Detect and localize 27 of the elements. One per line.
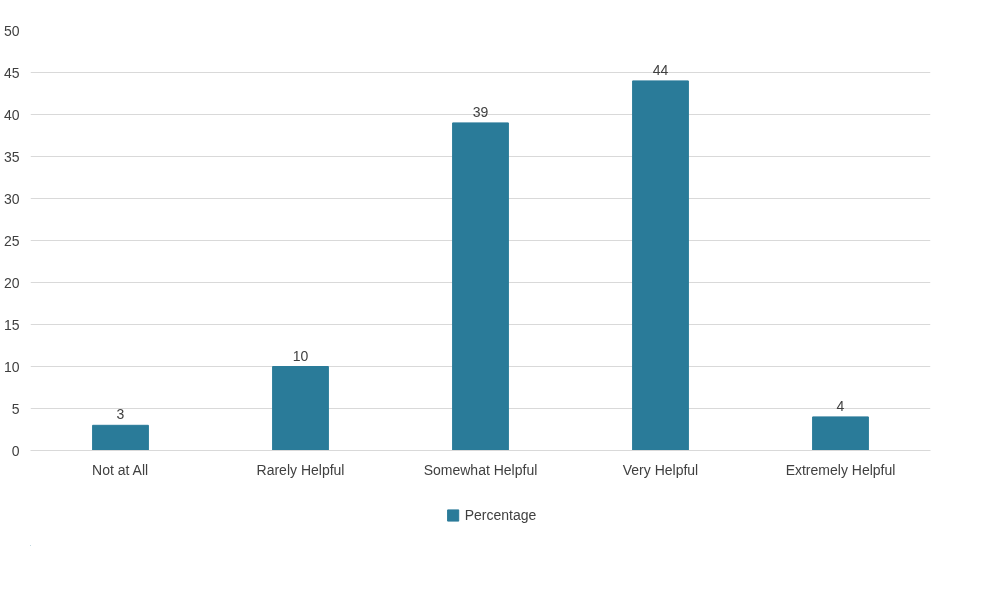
x-tick-label: Very Helpful	[622, 461, 699, 478]
y-tick-label: 15	[3, 316, 20, 333]
bar	[92, 424, 149, 451]
bar	[452, 122, 509, 451]
x-tick-label: Extremely Helpful	[785, 461, 896, 478]
y-tick-label: 35	[3, 148, 20, 165]
bar	[812, 416, 869, 451]
y-tick-label: 50	[3, 22, 20, 39]
y-tick-label: 0	[11, 442, 20, 459]
y-tick-label: 10	[3, 358, 20, 375]
x-tick-label: Rarely Helpful	[256, 461, 345, 478]
data-label: 10	[292, 347, 309, 364]
bar	[272, 366, 329, 451]
y-tick-label: 45	[3, 64, 20, 81]
data-label: 39	[472, 103, 489, 120]
x-tick-label: Not at All	[92, 461, 149, 478]
data-label: 44	[652, 61, 669, 78]
y-tick-label: 40	[3, 106, 20, 123]
x-tick-label: Somewhat Helpful	[423, 461, 538, 478]
legend-label: Percentage	[464, 507, 537, 523]
y-tick-label: 30	[3, 190, 20, 207]
y-tick-label: 25	[3, 232, 20, 249]
y-tick-label: 20	[3, 274, 20, 291]
bar	[632, 80, 689, 451]
y-tick-label: 5	[11, 400, 20, 417]
data-label: 4	[836, 397, 845, 414]
data-label: 3	[116, 406, 125, 423]
